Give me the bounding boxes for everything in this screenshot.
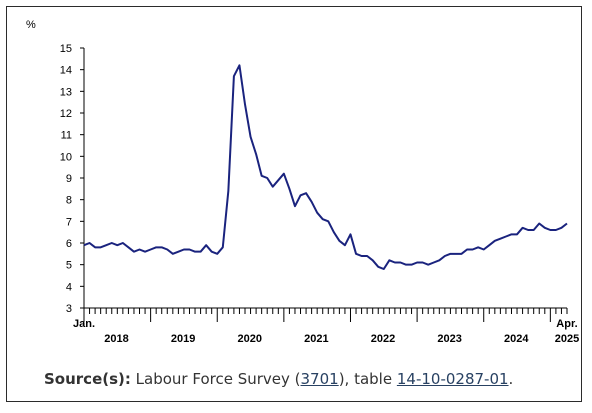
y-tick-label: 9 (66, 173, 72, 185)
source-label: Source(s): (44, 370, 131, 388)
y-tick-label: 4 (66, 281, 72, 293)
survey-number-link[interactable]: 3701 (300, 370, 339, 388)
x-year-label: 2024 (504, 333, 529, 345)
y-tick-label: 14 (60, 65, 72, 77)
source-text-before: Labour Force Survey ( (135, 370, 301, 388)
y-axis: 3 4 5 6 7 8 9 10 11 12 13 14 15 (60, 43, 85, 315)
y-tick-label: 13 (60, 86, 72, 98)
source-text-after: . (508, 370, 514, 388)
unemployment-rate-line (83, 64, 568, 270)
y-tick-label: 5 (66, 260, 72, 272)
y-tick-label: 3 (66, 303, 72, 315)
table-number-link[interactable]: 14-10-0287-01 (396, 370, 509, 388)
x-year-label: 2020 (238, 333, 262, 345)
x-year-label: 2021 (304, 333, 328, 345)
source-note: Source(s): Labour Force Survey (3701), t… (44, 370, 513, 388)
x-year-label: 2018 (104, 333, 128, 345)
source-text-middle: ), table (338, 370, 397, 388)
y-axis-unit-label: % (26, 19, 36, 31)
y-tick-label: 15 (60, 43, 72, 55)
y-tick-label: 8 (66, 195, 72, 207)
y-tick-label: 11 (61, 130, 72, 142)
y-tick-label: 10 (60, 151, 72, 163)
y-tick-label: 7 (66, 216, 72, 228)
x-year-label: 2022 (371, 333, 395, 345)
y-tick-label: 6 (66, 238, 72, 250)
x-end-label: Apr. (556, 318, 577, 330)
series-layer (83, 64, 568, 270)
x-year-label: 2025 (555, 333, 579, 345)
y-tick-label: 12 (60, 108, 72, 120)
x-year-label: 2019 (171, 333, 195, 345)
x-year-label: 2023 (437, 333, 461, 345)
x-start-label: Jan. (73, 318, 95, 330)
x-axis: Jan. Apr. 2018 2019 2020 2021 2022 2023 2024 2025 (73, 307, 579, 345)
